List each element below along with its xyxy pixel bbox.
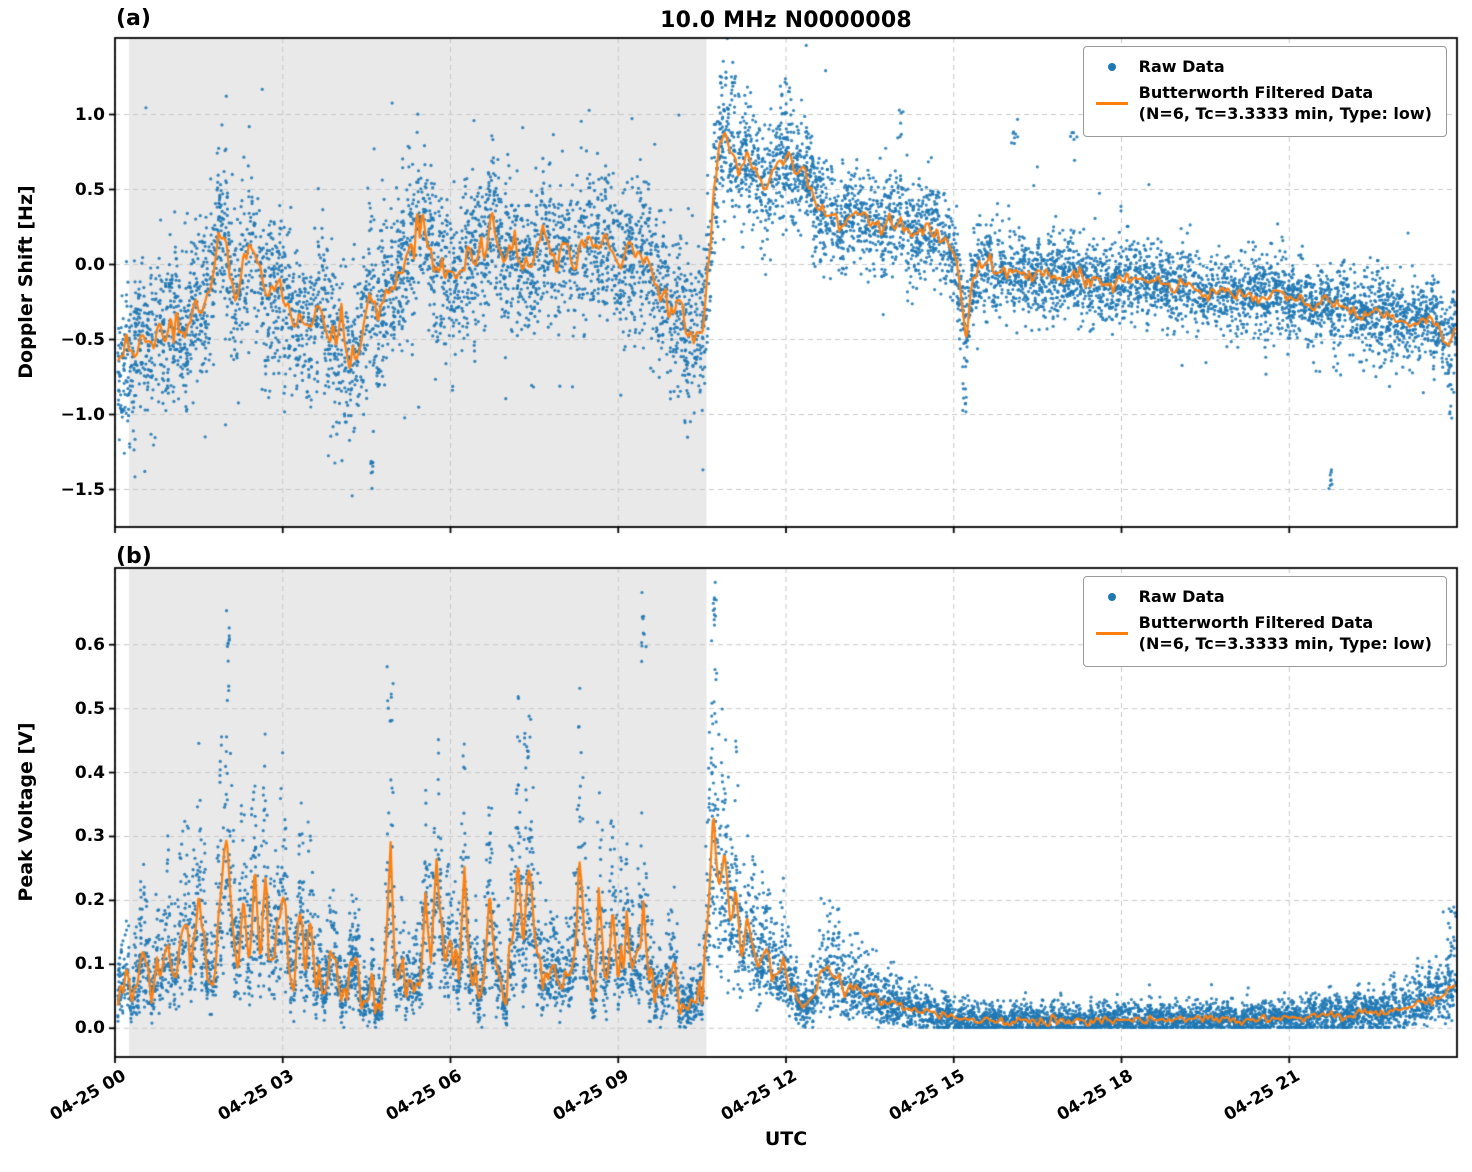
y-axis-label-voltage: Peak Voltage [V] (15, 722, 37, 902)
y-tick-label: 0.3 (74, 826, 105, 847)
y-tick-label: 0.4 (74, 762, 105, 783)
y-tick-label: 0.6 (74, 634, 105, 655)
legend-row-raw: Raw Data (1094, 584, 1432, 610)
legend-panel-a: Raw Data Butterworth Filtered Data (N=6,… (1082, 46, 1447, 137)
legend-panel-b: Raw Data Butterworth Filtered Data (N=6,… (1082, 576, 1447, 667)
y-axis-label-doppler: Doppler Shift [Hz] (15, 185, 37, 379)
legend-row-filtered: Butterworth Filtered Data (N=6, Tc=3.333… (1094, 610, 1432, 657)
raw-data-marker (1094, 592, 1130, 601)
y-tick-label: 0.0 (74, 254, 105, 275)
legend-filtered-label-line2: (N=6, Tc=3.3333 min, Type: low) (1138, 104, 1432, 124)
y-tick-label: 0.0 (74, 1018, 105, 1039)
filtered-data-marker (1094, 631, 1130, 635)
legend-filtered-label-line2: (N=6, Tc=3.3333 min, Type: low) (1138, 634, 1432, 654)
legend-raw-label: Raw Data (1138, 587, 1225, 606)
legend-row-filtered: Butterworth Filtered Data (N=6, Tc=3.333… (1094, 80, 1432, 127)
panel-a-label: (a) (116, 6, 151, 31)
legend-raw-label: Raw Data (1138, 57, 1225, 76)
filtered-data-marker (1094, 101, 1130, 105)
panel-b-label: (b) (116, 544, 152, 569)
y-tick-label: 0.5 (74, 179, 105, 200)
y-tick-label: −1.5 (60, 479, 105, 500)
legend-filtered-label: Butterworth Filtered Data (N=6, Tc=3.333… (1139, 612, 1432, 655)
raw-data-marker (1094, 62, 1130, 71)
legend-filtered-label-line1: Butterworth Filtered Data (1138, 82, 1374, 102)
legend-row-raw: Raw Data (1094, 54, 1432, 80)
y-tick-label: −1.0 (60, 404, 105, 425)
y-tick-label: 1.0 (74, 104, 105, 125)
y-tick-label: 0.5 (74, 698, 105, 719)
y-tick-label: −0.5 (60, 329, 105, 350)
y-tick-label: 0.1 (74, 954, 105, 975)
legend-filtered-label-line1: Butterworth Filtered Data (1138, 612, 1374, 632)
chart-title: 10.0 MHz N0000008 (660, 8, 912, 33)
y-tick-label: 0.2 (74, 890, 105, 911)
legend-filtered-label: Butterworth Filtered Data (N=6, Tc=3.333… (1139, 82, 1432, 125)
x-axis-label: UTC (764, 1128, 808, 1150)
